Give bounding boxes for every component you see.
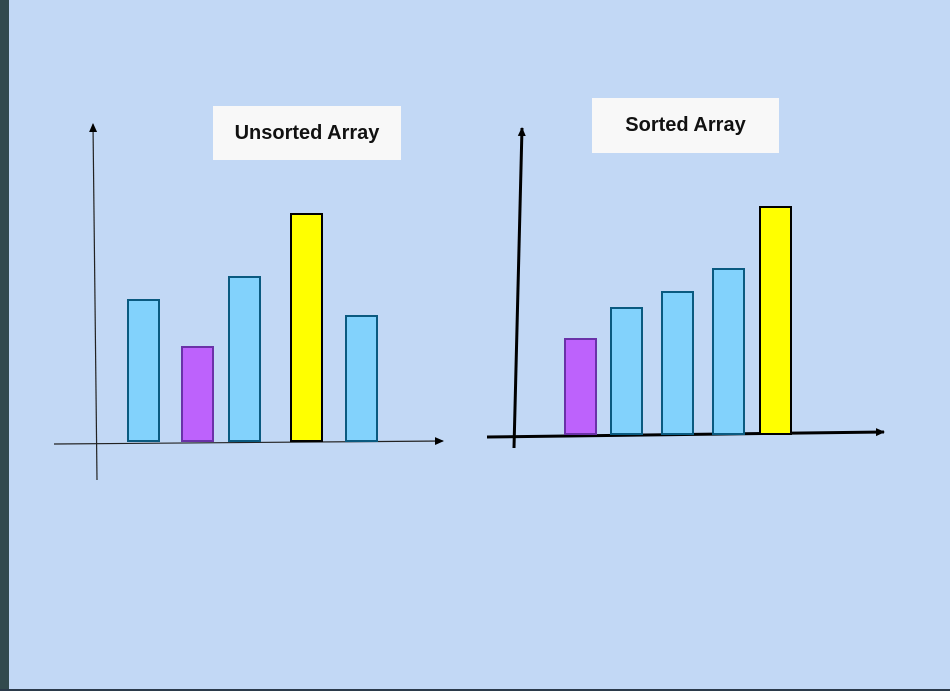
unsorted-bar-5 (345, 315, 378, 442)
bottom-edge-bar (0, 689, 950, 691)
unsorted-bars (127, 213, 378, 442)
sorted-bar-4 (712, 268, 745, 435)
sorted-bar-3 (661, 291, 694, 435)
unsorted-y-axis (89, 123, 98, 481)
sorted-bar-2 (610, 307, 643, 435)
unsorted-bar-3 (228, 276, 261, 442)
left-edge-bar (0, 0, 9, 691)
unsorted-axes (53, 123, 444, 481)
sorted-bar-5 (759, 206, 792, 435)
unsorted-title: Unsorted Array (213, 106, 401, 160)
sorted-title: Sorted Array (592, 98, 779, 153)
unsorted-x-axis (53, 437, 444, 446)
unsorted-bar-1 (127, 299, 160, 442)
sorted-y-axis (512, 127, 526, 449)
unsorted-bar-2 (181, 346, 214, 442)
unsorted-bar-4 (290, 213, 323, 442)
sorted-bars (564, 206, 792, 435)
sorted-bar-1 (564, 338, 597, 435)
